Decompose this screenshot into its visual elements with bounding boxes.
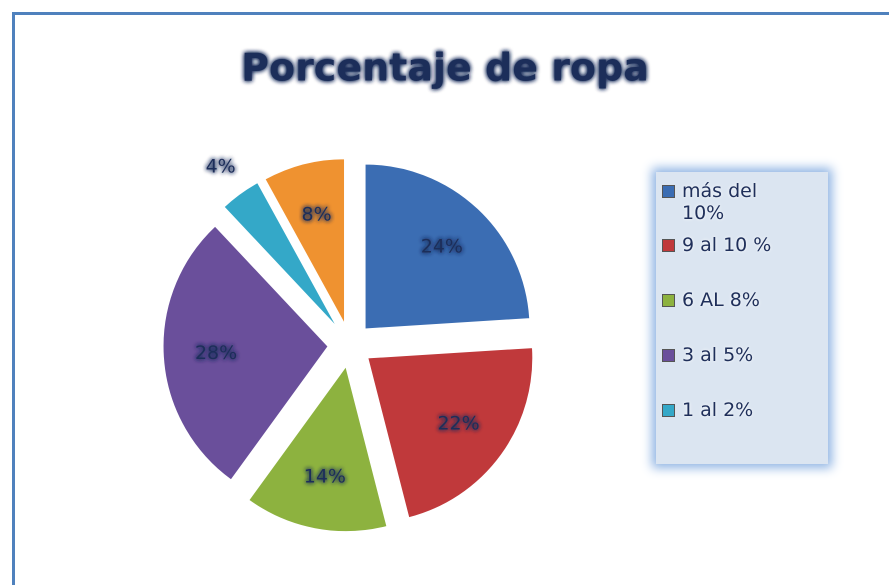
legend-entry: 3 al 5% [662,344,820,366]
legend-label: más del 10% [682,180,758,224]
data-label: 14% [304,465,346,487]
pie-slice [367,347,534,519]
legend-label: 9 al 10 % [682,234,772,256]
legend-swatch [662,185,675,198]
legend-entry: 9 al 10 % [662,234,820,256]
legend: más del 10% 9 al 10 % 6 AL 8% 3 al 5% 1 al 2… [656,172,828,464]
data-label: 24% [421,236,463,258]
pie-slice [162,225,329,481]
data-label: 4% [206,156,236,178]
legend-entry: 1 al 2% [662,399,820,421]
pie-slice [364,163,531,330]
frame [12,12,889,585]
legend-swatch [662,239,675,252]
legend-entry: 6 AL 8% [662,289,820,311]
data-label: 8% [302,204,332,226]
legend-swatch [662,294,675,307]
legend-label: 6 AL 8% [682,289,760,311]
legend-swatch [662,404,675,417]
pie-slice [223,181,338,328]
legend-label: 3 al 5% [682,344,754,366]
chart-title: Porcentaje de ropa [241,46,649,90]
data-label: 28% [195,342,237,364]
pie-slice [264,158,346,324]
legend-label: 1 al 2% [682,399,754,421]
data-label: 22% [437,412,479,434]
legend-entry: más del 10% [662,180,782,224]
legend-swatch [662,349,675,362]
pie-slice [248,365,388,533]
